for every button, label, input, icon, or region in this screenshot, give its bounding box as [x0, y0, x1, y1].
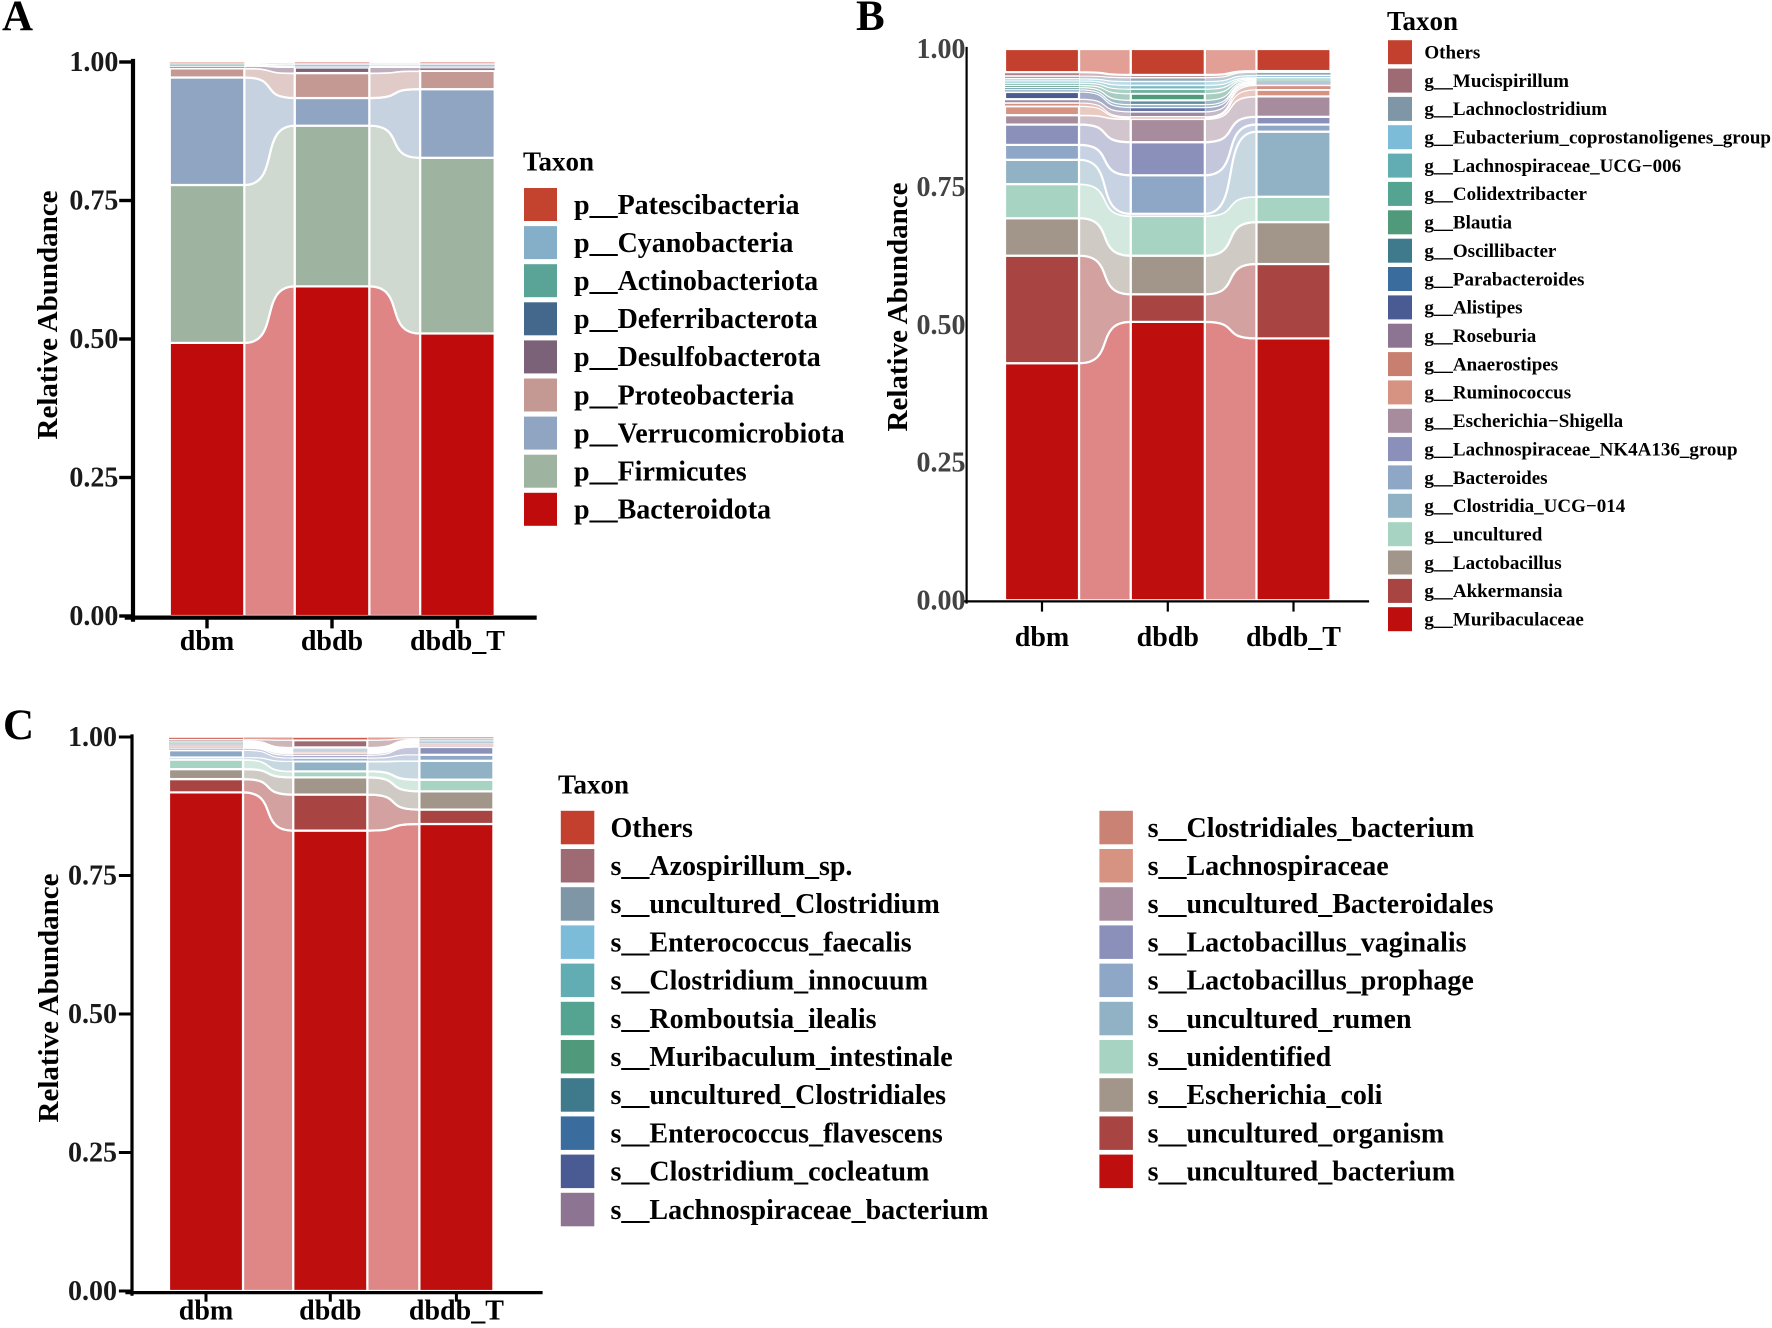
svg-text:0.00: 0.00	[917, 586, 966, 617]
svg-text:p__Desulfobacterota: p__Desulfobacterota	[574, 342, 821, 373]
svg-text:s__Lachnospiraceae_bacterium: s__Lachnospiraceae_bacterium	[611, 1195, 989, 1226]
svg-text:Relative Abundance: Relative Abundance	[882, 182, 914, 431]
svg-text:g__Lachnospiraceae_NK4A136_gro: g__Lachnospiraceae_NK4A136_group	[1424, 439, 1737, 460]
svg-text:0.50: 0.50	[69, 324, 118, 355]
svg-text:s__uncultured_Clostridiales: s__uncultured_Clostridiales	[611, 1080, 947, 1111]
svg-text:p__Cyanobacteria: p__Cyanobacteria	[574, 228, 793, 259]
svg-text:1.00: 1.00	[69, 47, 118, 78]
svg-text:0.75: 0.75	[917, 172, 966, 203]
svg-text:s__Azospirillum_sp.: s__Azospirillum_sp.	[611, 851, 853, 882]
svg-text:dbm: dbm	[179, 1296, 233, 1327]
svg-text:dbdb_T: dbdb_T	[1246, 622, 1341, 653]
svg-text:g__Eubacterium_coprostanoligen: g__Eubacterium_coprostanoligenes_group	[1424, 128, 1771, 149]
svg-text:p__Firmicutes: p__Firmicutes	[574, 457, 747, 488]
svg-text:0.00: 0.00	[68, 1276, 117, 1307]
svg-text:dbdb: dbdb	[301, 626, 363, 657]
svg-text:g__Lachnospiraceae_UCG−006: g__Lachnospiraceae_UCG−006	[1424, 156, 1681, 177]
svg-text:Others: Others	[1424, 43, 1480, 64]
svg-text:0.75: 0.75	[69, 186, 118, 217]
svg-text:s__Lachnospiraceae: s__Lachnospiraceae	[1148, 851, 1389, 882]
svg-text:0.25: 0.25	[68, 1138, 117, 1169]
svg-text:s__unidentified: s__unidentified	[1148, 1042, 1332, 1073]
svg-text:0.00: 0.00	[69, 601, 118, 632]
svg-text:s__uncultured_Clostridium: s__uncultured_Clostridium	[611, 889, 940, 920]
svg-text:p__Patescibacteria: p__Patescibacteria	[574, 190, 800, 221]
svg-text:dbm: dbm	[1015, 622, 1069, 653]
svg-text:g__Roseburia: g__Roseburia	[1424, 326, 1536, 347]
svg-text:g__uncultured: g__uncultured	[1424, 525, 1542, 546]
svg-text:Relative Abundance: Relative Abundance	[32, 190, 64, 439]
svg-text:s__Muribaculum_intestinale: s__Muribaculum_intestinale	[611, 1042, 953, 1073]
svg-text:1.00: 1.00	[917, 34, 966, 65]
svg-text:g__Oscillibacter: g__Oscillibacter	[1424, 241, 1556, 262]
svg-text:dbdb: dbdb	[299, 1296, 361, 1327]
svg-text:C: C	[3, 702, 34, 749]
svg-text:s__uncultured_Bacteroidales: s__uncultured_Bacteroidales	[1148, 889, 1494, 920]
svg-text:g__Muribaculaceae: g__Muribaculaceae	[1424, 610, 1583, 631]
svg-text:s__Escherichia_coli: s__Escherichia_coli	[1148, 1080, 1383, 1111]
svg-text:s__Enterococcus_flavescens: s__Enterococcus_flavescens	[611, 1118, 943, 1149]
svg-text:g__Clostridia_UCG−014: g__Clostridia_UCG−014	[1424, 496, 1625, 517]
svg-text:0.50: 0.50	[68, 999, 117, 1030]
svg-text:p__Proteobacteria: p__Proteobacteria	[574, 380, 794, 411]
svg-text:1.00: 1.00	[68, 722, 117, 753]
svg-text:g__Bacteroides: g__Bacteroides	[1424, 468, 1547, 489]
svg-text:0.75: 0.75	[68, 861, 117, 892]
svg-text:g__Mucispirillum: g__Mucispirillum	[1424, 71, 1569, 92]
svg-text:g__Akkermansia: g__Akkermansia	[1424, 581, 1563, 602]
svg-text:Taxon: Taxon	[1387, 6, 1458, 36]
svg-text:g__Anaerostipes: g__Anaerostipes	[1424, 354, 1558, 375]
svg-text:p__Bacteroidota: p__Bacteroidota	[574, 495, 771, 526]
svg-text:s__uncultured_rumen: s__uncultured_rumen	[1148, 1004, 1412, 1035]
svg-text:s__Lactobacillus_prophage: s__Lactobacillus_prophage	[1148, 966, 1474, 997]
svg-text:Taxon: Taxon	[523, 147, 594, 177]
svg-text:s__Clostridiales_bacterium: s__Clostridiales_bacterium	[1148, 813, 1475, 844]
svg-text:0.25: 0.25	[69, 463, 118, 494]
svg-text:s__uncultured_organism: s__uncultured_organism	[1148, 1118, 1445, 1149]
svg-text:dbdb_T: dbdb_T	[410, 626, 505, 657]
svg-text:p__Verrucomicrobiota: p__Verrucomicrobiota	[574, 418, 845, 449]
svg-text:Relative Abundance: Relative Abundance	[33, 873, 65, 1122]
svg-text:g__Lactobacillus: g__Lactobacillus	[1424, 553, 1561, 574]
svg-text:s__Clostridium_cocleatum: s__Clostridium_cocleatum	[611, 1157, 930, 1188]
svg-text:s__uncultured_bacterium: s__uncultured_bacterium	[1148, 1157, 1456, 1188]
svg-text:Taxon: Taxon	[558, 770, 629, 800]
svg-text:0.25: 0.25	[917, 448, 966, 479]
svg-text:dbdb_T: dbdb_T	[409, 1296, 504, 1327]
svg-text:Others: Others	[611, 813, 694, 844]
svg-text:g__Ruminococcus: g__Ruminococcus	[1424, 383, 1571, 404]
svg-text:g__Escherichia−Shigella: g__Escherichia−Shigella	[1424, 411, 1623, 432]
svg-text:g__Lachnoclostridium: g__Lachnoclostridium	[1424, 99, 1607, 120]
svg-text:dbdb: dbdb	[1137, 622, 1199, 653]
svg-text:s__Romboutsia_ilealis: s__Romboutsia_ilealis	[611, 1004, 877, 1035]
svg-text:B: B	[856, 0, 885, 40]
svg-text:g__Alistipes: g__Alistipes	[1424, 298, 1522, 319]
svg-text:0.50: 0.50	[917, 310, 966, 341]
svg-text:s__Clostridium_innocuum: s__Clostridium_innocuum	[611, 966, 928, 997]
svg-text:g__Colidextribacter: g__Colidextribacter	[1424, 184, 1587, 205]
svg-text:p__Deferribacterota: p__Deferribacterota	[574, 304, 818, 335]
svg-text:g__Parabacteroides: g__Parabacteroides	[1424, 269, 1584, 290]
svg-text:p__Actinobacteriota: p__Actinobacteriota	[574, 266, 818, 297]
svg-text:g__Blautia: g__Blautia	[1424, 213, 1512, 234]
svg-text:A: A	[2, 0, 33, 40]
svg-text:s__Lactobacillus_vaginalis: s__Lactobacillus_vaginalis	[1148, 927, 1467, 958]
svg-text:dbm: dbm	[180, 626, 234, 657]
svg-text:s__Enterococcus_faecalis: s__Enterococcus_faecalis	[611, 927, 912, 958]
